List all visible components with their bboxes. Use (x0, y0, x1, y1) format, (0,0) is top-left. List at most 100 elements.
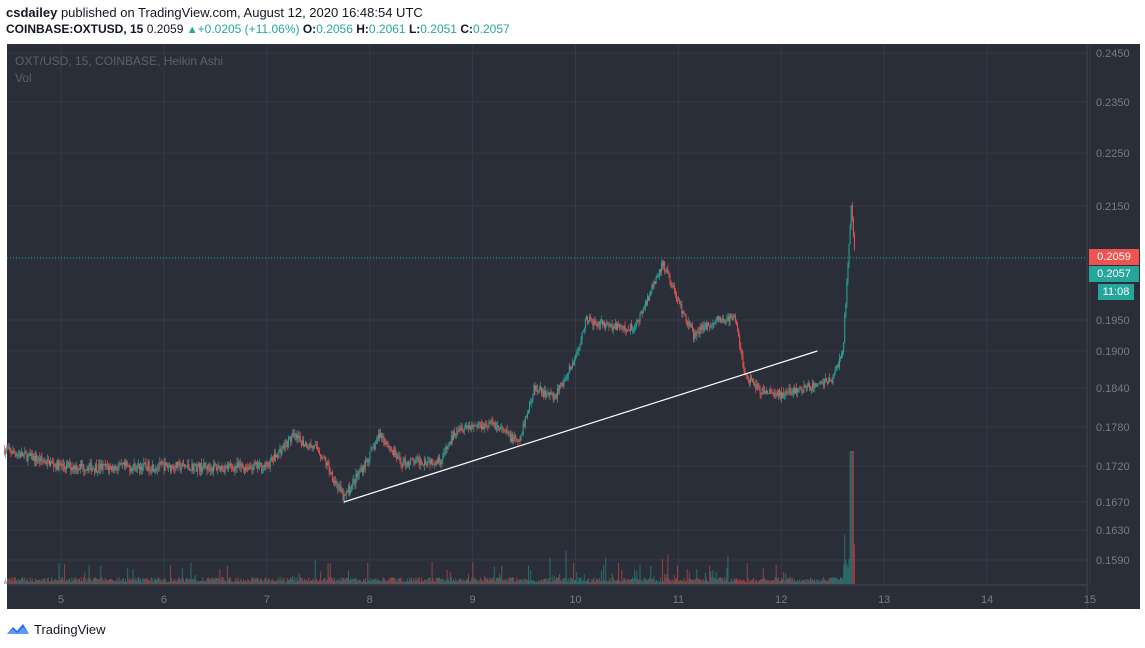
candle-body (508, 432, 510, 435)
volume-bar (609, 578, 611, 584)
volume-bar (123, 581, 125, 584)
volume-bar (517, 580, 519, 584)
volume-bar (720, 578, 722, 584)
volume-bar (701, 581, 703, 584)
volume-bar (558, 577, 560, 584)
candle-body (808, 383, 810, 388)
candle-body (140, 466, 142, 470)
candle-body (357, 474, 359, 477)
candle-body (249, 466, 251, 468)
candle-body (221, 465, 223, 470)
candle-body (458, 428, 460, 432)
volume-bar (509, 577, 511, 584)
candle-body (48, 459, 50, 466)
volume-bar (16, 580, 18, 584)
volume-bar (272, 580, 274, 584)
volume-bar (326, 579, 328, 584)
volume-bar (114, 581, 116, 584)
price-axis-label: 0.1670 (1096, 497, 1130, 509)
volume-bar (570, 577, 572, 584)
candle-body (192, 463, 194, 472)
candle-body (87, 468, 89, 471)
candle-body (99, 463, 101, 470)
candle-body (81, 463, 83, 467)
candle-body (101, 463, 103, 470)
candle-body (136, 464, 138, 470)
candle-body (659, 269, 661, 273)
volume-bar (556, 578, 558, 584)
candle-body (712, 322, 714, 326)
volume-bar (438, 578, 440, 584)
volume-bar (675, 577, 677, 584)
author-name[interactable]: csdailey (6, 5, 58, 20)
candle-body (571, 363, 573, 368)
volume-bar (762, 568, 764, 584)
volume-bar (781, 578, 783, 584)
candle-body (244, 468, 246, 471)
candle-body (718, 317, 720, 321)
candle-body (373, 447, 375, 450)
candle-body (392, 450, 394, 455)
volume-bar (550, 581, 552, 584)
candle-body (632, 329, 634, 331)
candle-body (639, 313, 641, 323)
candle-body (762, 388, 764, 391)
volume-bar (471, 577, 473, 584)
candle-body (274, 453, 276, 461)
candle-body (611, 324, 613, 331)
footer-brand[interactable]: TradingView (6, 620, 106, 638)
volume-bar (450, 577, 452, 584)
volume-bar (254, 578, 256, 584)
candle-body (114, 466, 116, 471)
volume-bar (250, 580, 252, 584)
candle-body (623, 325, 625, 329)
volume-bar (279, 581, 281, 584)
candle-body (37, 460, 39, 462)
volume-bar (209, 578, 211, 584)
candle-body (612, 326, 614, 331)
candle-body (463, 428, 465, 431)
candle-body (563, 381, 565, 386)
candle-body (629, 324, 631, 331)
candle-body (331, 472, 333, 481)
price-axis-label: 0.1630 (1096, 525, 1130, 537)
candle-body (317, 449, 319, 452)
volume-bar (553, 576, 555, 584)
candle-body (112, 465, 114, 471)
volume-bar (235, 577, 237, 584)
volume-bar (618, 562, 620, 584)
volume-bar (354, 578, 356, 584)
candle-body (812, 382, 814, 390)
candle-body (17, 454, 19, 456)
candle-body (111, 466, 113, 471)
candle-body (561, 382, 563, 387)
volume-bar (381, 580, 383, 584)
candle-body (491, 420, 493, 423)
candle-body (375, 440, 377, 444)
volume-bar (593, 577, 595, 584)
volume-bar (599, 581, 601, 584)
volume-bar (801, 580, 803, 584)
candle-body (343, 494, 345, 500)
candle-body (751, 376, 753, 379)
volume-bar (142, 578, 144, 584)
candle-body (250, 466, 252, 468)
candle-body (826, 378, 828, 382)
volume-bar (614, 580, 616, 584)
candle-body (182, 463, 184, 465)
volume-bar (362, 578, 364, 584)
candle-body (16, 454, 18, 457)
volume-bar (118, 577, 120, 584)
candle-body (410, 458, 412, 464)
candle-body (517, 440, 519, 442)
candle-body (550, 392, 552, 394)
candle-body (502, 427, 504, 429)
volume-bar (365, 577, 367, 584)
candle-body (628, 330, 630, 332)
candle-body (269, 460, 271, 468)
volume-bar (197, 580, 199, 584)
candle-body (255, 461, 257, 465)
candle-body (610, 324, 612, 326)
candle-body (533, 385, 535, 396)
